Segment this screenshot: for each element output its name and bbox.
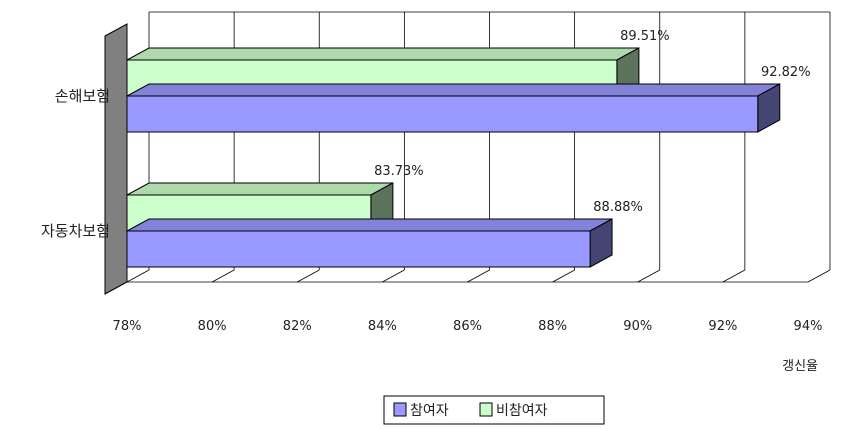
- side-wall: [104, 23, 128, 295]
- legend-label: 비참여자: [496, 403, 548, 419]
- floor-line: [467, 269, 490, 283]
- legend-box: [383, 395, 605, 425]
- floor-line: [126, 269, 150, 283]
- x-tick-label: 78%: [113, 319, 142, 334]
- floor-line: [637, 269, 660, 283]
- legend-swatch: [393, 402, 407, 417]
- bar-top-face: [126, 83, 781, 97]
- bar-participant: [126, 95, 759, 133]
- floor-line: [807, 269, 831, 283]
- category-label: 자동차보험: [41, 222, 110, 240]
- legend-swatch: [479, 402, 493, 417]
- x-tick-label: 88%: [538, 319, 567, 334]
- data-label: 88.88%: [593, 200, 643, 215]
- x-tick-label: 86%: [453, 319, 482, 334]
- bar-participant: [126, 230, 591, 268]
- data-label: 92.82%: [761, 65, 811, 80]
- value-labels: 89.51% 92.82% 83.73% 88.88%: [374, 29, 810, 215]
- data-label: 89.51%: [620, 29, 670, 44]
- x-tick-label: 80%: [198, 319, 227, 334]
- bar-top-face: [126, 47, 640, 61]
- floor-line: [297, 269, 320, 283]
- x-tick-labels: 78% 80% 82% 84% 86% 88% 90% 92% 94%: [113, 319, 823, 334]
- floor-line: [382, 269, 405, 283]
- floor-line: [722, 269, 746, 283]
- floor-line: [211, 269, 235, 283]
- data-label: 83.73%: [374, 164, 424, 179]
- legend-label: 참여자: [410, 403, 449, 419]
- floor-line: [552, 269, 575, 283]
- x-axis-label: 갱신율: [782, 359, 818, 374]
- bar-top-face: [126, 182, 394, 196]
- category-label: 손해보험: [55, 87, 110, 105]
- chart-walls: [104, 23, 128, 295]
- x-tick-label: 84%: [368, 319, 397, 334]
- x-tick-label: 92%: [708, 319, 737, 334]
- x-tick-label: 94%: [794, 319, 823, 334]
- x-tick-label: 82%: [283, 319, 312, 334]
- floor-side-edge: [104, 281, 128, 295]
- x-tick-label: 90%: [623, 319, 652, 334]
- bar-top-face: [126, 218, 613, 232]
- bars: [126, 47, 781, 268]
- legend: 참여자 비참여자: [383, 395, 605, 425]
